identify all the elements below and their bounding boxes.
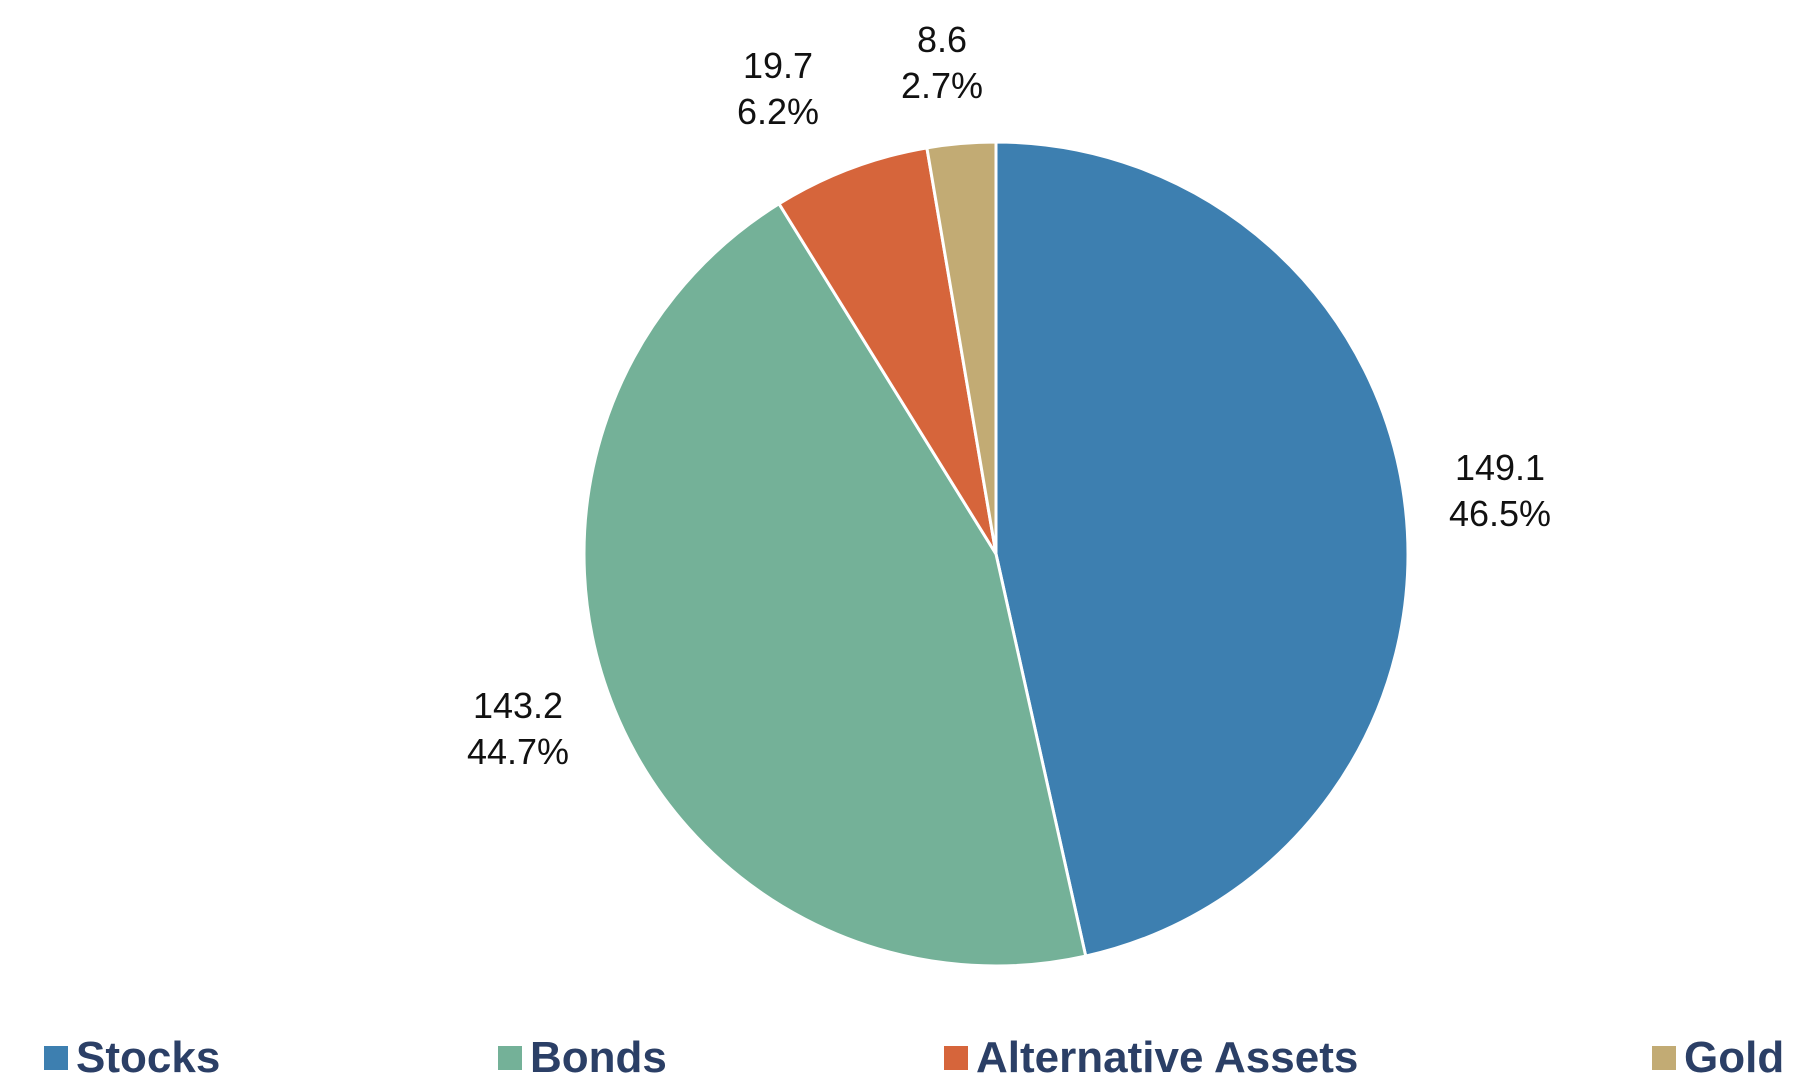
legend: Stocks Bonds Alternative Assets Gold [0, 1030, 1808, 1086]
legend-item-stocks: Stocks [44, 1030, 220, 1086]
pie-slice-gold [925, 140, 998, 555]
percent-label-stocks: 46.5% [1449, 493, 1551, 534]
legend-item-alternative-assets: Alternative Assets [944, 1030, 1358, 1086]
legend-label-stocks: Stocks [76, 1033, 221, 1082]
legend-swatch-gold [1652, 1046, 1676, 1070]
value-label-bonds: 143.2 [473, 685, 563, 726]
legend-item-gold: Gold [1652, 1030, 1784, 1086]
value-label-alternative-assets: 19.7 [743, 45, 813, 86]
value-label-gold: 8.6 [917, 19, 967, 60]
pie-slice-stocks [994, 140, 1410, 958]
legend-swatch-alternative-assets [944, 1046, 968, 1070]
value-label-stocks: 149.1 [1455, 447, 1545, 488]
percent-label-gold: 2.7% [901, 65, 983, 106]
percent-label-alternative-assets: 6.2% [737, 91, 819, 132]
legend-label-alternative-assets: Alternative Assets [976, 1033, 1359, 1082]
legend-label-bonds: Bonds [530, 1033, 667, 1082]
percent-label-bonds: 44.7% [467, 731, 569, 772]
pie-slice-alternative-assets [776, 146, 998, 555]
pie-slice-bonds [582, 201, 1088, 968]
legend-item-bonds: Bonds [498, 1030, 667, 1086]
legend-label-gold: Gold [1684, 1033, 1785, 1082]
legend-swatch-bonds [498, 1046, 522, 1070]
legend-swatch-stocks [44, 1046, 68, 1070]
